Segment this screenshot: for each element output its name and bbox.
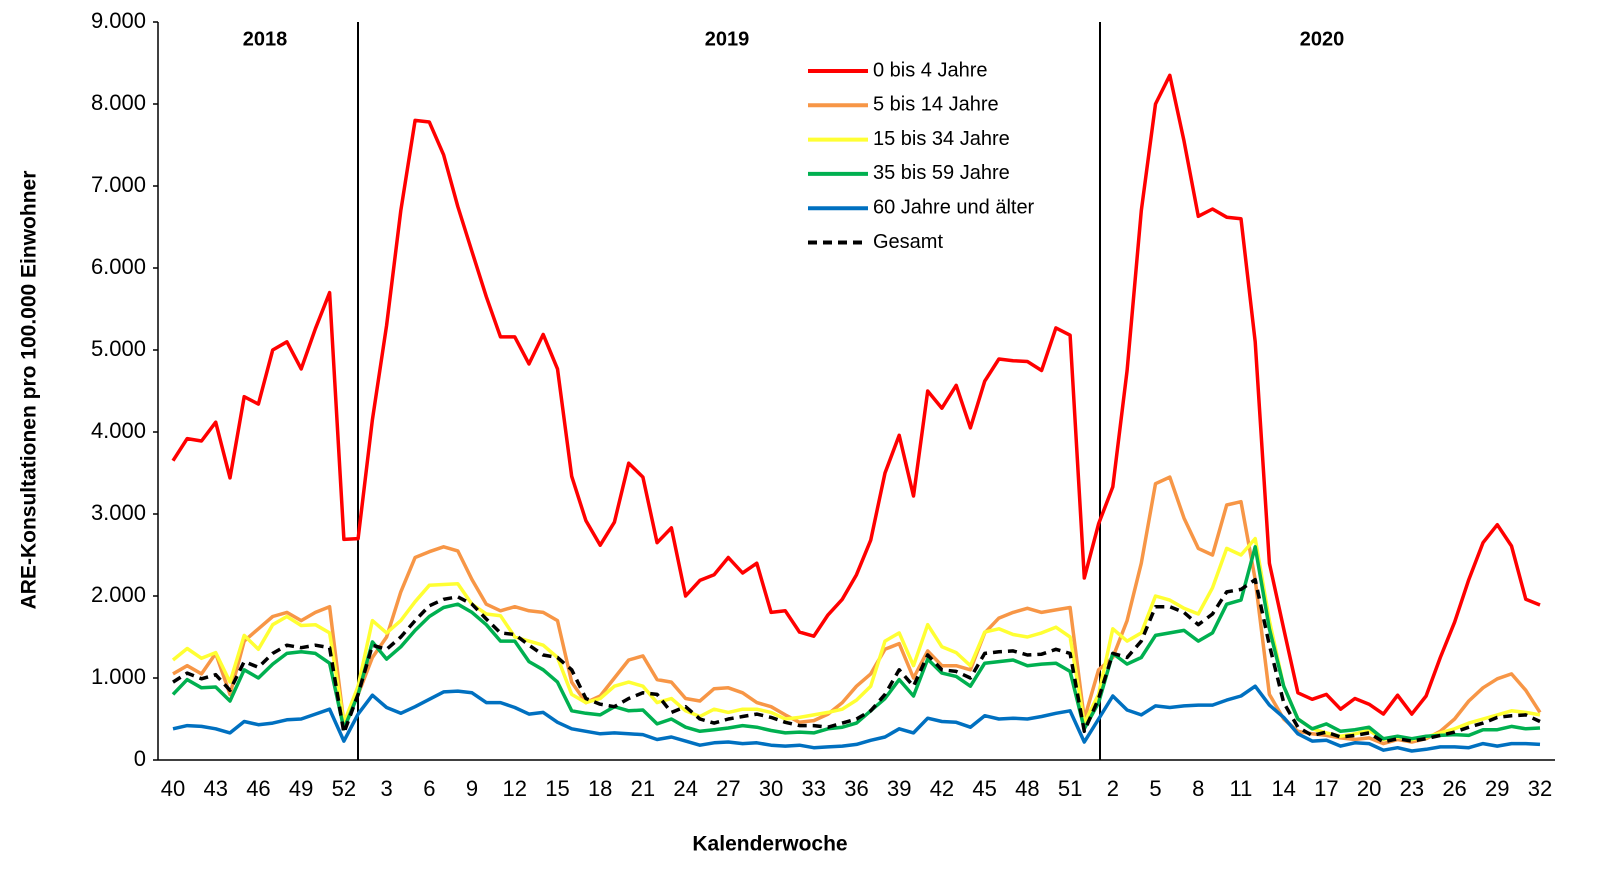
x-tick-label: 32 [1528,776,1552,801]
y-tick-label: 1.000 [91,664,146,689]
y-tick-label: 3.000 [91,500,146,525]
y-tick-label: 7.000 [91,172,146,197]
series-line [171,73,1541,716]
x-tick-label: 48 [1015,776,1039,801]
x-tick-label: 18 [588,776,612,801]
x-tick-label: 29 [1485,776,1509,801]
x-tick-label: 3 [380,776,392,801]
legend-label: Gesamt [873,231,943,253]
x-tick-label: 2 [1107,776,1119,801]
x-tick-label: 49 [289,776,313,801]
x-tick-label: 52 [332,776,356,801]
x-tick-label: 17 [1314,776,1338,801]
year-label: 2020 [1300,28,1345,50]
x-tick-label: 6 [423,776,435,801]
x-tick-label: 5 [1149,776,1161,801]
legend-label: 5 bis 14 Jahre [873,94,999,116]
series-line [172,684,1541,753]
x-tick-label: 42 [930,776,954,801]
x-tick-label: 15 [545,776,569,801]
x-tick-label: 26 [1442,776,1466,801]
x-tick-label: 11 [1230,776,1253,801]
y-tick-label: 8.000 [91,90,146,115]
x-tick-label: 45 [972,776,996,801]
x-tick-label: 33 [802,776,826,801]
x-tick-label: 14 [1271,776,1295,801]
x-tick-label: 8 [1192,776,1204,801]
legend-label: 15 bis 34 Jahre [873,128,1010,150]
y-tick-label: 6.000 [91,254,146,279]
legend-label: 35 bis 59 Jahre [873,162,1010,184]
y-tick-label: 4.000 [91,418,146,443]
series-line [171,545,1541,741]
x-tick-label: 43 [203,776,227,801]
legend-label: 0 bis 4 Jahre [873,59,988,81]
year-label: 2018 [243,28,288,50]
year-label: 2019 [705,28,750,50]
x-tick-label: 46 [246,776,270,801]
x-tick-label: 23 [1400,776,1424,801]
x-tick-label: 36 [844,776,868,801]
series-line [172,577,1541,744]
x-tick-label: 30 [759,776,783,801]
series-line [171,536,1541,742]
x-tick-label: 9 [466,776,478,801]
y-tick-label: 5.000 [91,336,146,361]
x-tick-label: 20 [1357,776,1381,801]
series-line [172,475,1542,746]
x-tick-label: 21 [631,776,655,801]
x-tick-label: 51 [1058,776,1082,801]
x-tick-label: 40 [161,776,185,801]
x-tick-label: 27 [716,776,740,801]
x-tick-label: 24 [673,776,697,801]
x-axis-title: Kalenderwoche [692,833,847,856]
y-axis-title: ARE-Konsultationen pro 100.000 Einwohner [18,171,41,610]
legend-label: 60 Jahre und älter [873,196,1035,218]
y-tick-label: 9.000 [91,8,146,33]
x-tick-label: 12 [503,776,527,801]
y-tick-label: 2.000 [91,582,146,607]
x-tick-label: 39 [887,776,911,801]
y-tick-label: 0 [134,746,146,771]
